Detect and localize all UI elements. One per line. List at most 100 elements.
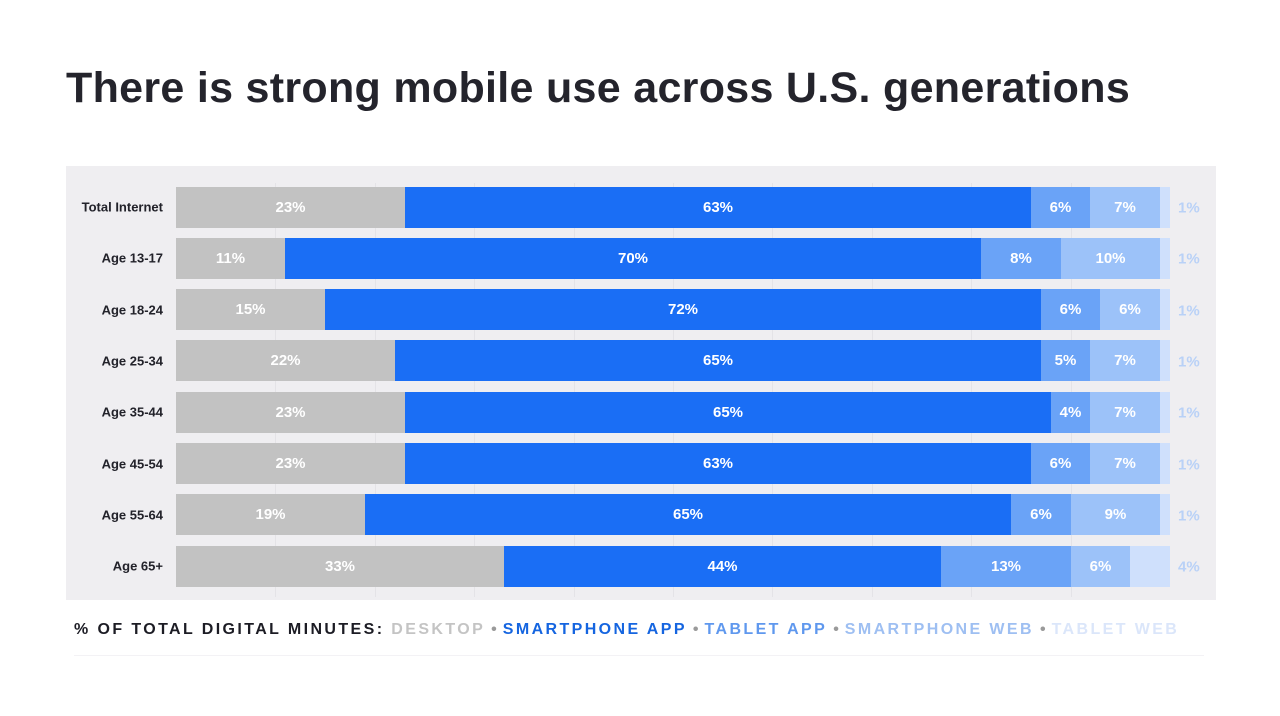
- data-label: 65%: [712, 404, 744, 421]
- data-label: 19%: [255, 506, 286, 523]
- bar-segment-smartphone-app: 63%: [405, 187, 1031, 228]
- legend-divider: [74, 655, 1204, 656]
- bar-segment-tablet-app: 8%: [981, 238, 1061, 279]
- data-label: 7%: [1114, 352, 1136, 369]
- bar-segment-tablet-web: [1160, 289, 1170, 330]
- bar-segment-tablet-web: [1130, 546, 1170, 587]
- bar-segment-desktop: 33%: [176, 546, 504, 587]
- bar-segment-tablet-app: 6%: [1041, 289, 1100, 330]
- gridline: [474, 183, 475, 597]
- category-label: Age 13-17: [101, 250, 163, 266]
- data-label-tablet-web: 1%: [1178, 507, 1200, 525]
- data-label-tablet-web: 1%: [1178, 353, 1200, 371]
- data-label: 7%: [1114, 455, 1136, 472]
- bar-segment-tablet-app: 4%: [1051, 392, 1090, 433]
- gridline: [872, 183, 873, 597]
- bar-segment-smartphone-web: 7%: [1090, 443, 1160, 484]
- legend-items: DESKTOP • SMARTPHONE APP • TABLET APP • SMARTP…: [391, 621, 1179, 638]
- data-label-tablet-web: 1%: [1178, 456, 1200, 473]
- bar-segment-smartphone-app: 44%: [504, 546, 941, 587]
- category-label: Age 55-64: [101, 507, 163, 523]
- category-label: Age 25-34: [101, 353, 163, 369]
- legend-item: TABLET APP: [704, 621, 828, 638]
- data-label: 6%: [1049, 199, 1072, 216]
- bar-segment-smartphone-app: 65%: [365, 494, 1011, 535]
- category-label: Age 45-54: [101, 456, 163, 471]
- data-label: 6%: [1089, 558, 1112, 575]
- bar-segment-smartphone-web: 6%: [1100, 289, 1160, 330]
- data-label: 65%: [702, 352, 734, 369]
- data-label: 4%: [1059, 404, 1082, 421]
- bar-segment-smartphone-app: 65%: [405, 392, 1051, 433]
- data-label: 22%: [270, 352, 301, 369]
- data-label: 13%: [990, 558, 1022, 575]
- bar-segment-desktop: 23%: [176, 187, 405, 228]
- page-title: There is strong mobile use across U.S. g…: [66, 64, 1131, 112]
- data-label: 72%: [667, 301, 699, 318]
- bar-segment-tablet-app: 13%: [941, 546, 1071, 587]
- data-label: 10%: [1095, 250, 1126, 267]
- gridline: [574, 183, 575, 597]
- bar-segment-tablet-web: [1160, 443, 1170, 484]
- data-label: 6%: [1059, 301, 1082, 318]
- data-label: 7%: [1114, 199, 1136, 216]
- data-label: 23%: [275, 455, 306, 472]
- legend-item: TABLET WEB: [1051, 621, 1180, 638]
- data-label: 70%: [617, 250, 649, 267]
- bar-segment-tablet-app: 5%: [1041, 340, 1090, 381]
- data-label: 5%: [1054, 352, 1077, 369]
- data-label: 8%: [1010, 250, 1032, 267]
- data-label: 7%: [1114, 404, 1136, 421]
- data-label: 63%: [702, 455, 734, 472]
- bar-segment-smartphone-app: 65%: [395, 340, 1041, 381]
- legend: % OF TOTAL DIGITAL MINUTES: DESKTOP • SMAR…: [74, 621, 1179, 639]
- bar-segment-desktop: 19%: [176, 494, 365, 535]
- gridline: [971, 183, 972, 597]
- bar-segment-smartphone-web: 7%: [1090, 340, 1160, 381]
- gridline: [1071, 183, 1072, 597]
- data-label: 9%: [1104, 506, 1127, 523]
- data-label: 23%: [275, 199, 306, 216]
- category-label: Age 18-24: [101, 302, 163, 318]
- bar-segment-desktop: 23%: [176, 392, 405, 433]
- bar-segment-desktop: 15%: [176, 289, 325, 330]
- bar-segment-tablet-web: [1160, 187, 1170, 228]
- data-label-tablet-web: 1%: [1178, 404, 1200, 422]
- data-label: 33%: [324, 558, 356, 575]
- gridline: [673, 183, 674, 597]
- bar-segment-tablet-web: [1160, 340, 1170, 381]
- category-label: Age 35-44: [101, 404, 163, 420]
- legend-separator: •: [1039, 621, 1046, 638]
- legend-separator: •: [692, 621, 699, 638]
- bar-segment-tablet-app: 6%: [1031, 443, 1090, 484]
- gridline: [275, 183, 276, 597]
- data-label-tablet-web: 1%: [1178, 250, 1200, 268]
- bar-segment-smartphone-web: 10%: [1061, 238, 1160, 279]
- data-label: 44%: [707, 558, 738, 575]
- data-label: 65%: [672, 506, 704, 523]
- category-label: Age 65+: [112, 558, 163, 574]
- bar-segment-tablet-app: 6%: [1031, 187, 1090, 228]
- data-label: 6%: [1119, 301, 1141, 318]
- data-label: 6%: [1049, 455, 1072, 472]
- bar-segment-desktop: 23%: [176, 443, 405, 484]
- data-label: 6%: [1030, 506, 1052, 523]
- bar-segment-smartphone-web: 9%: [1071, 494, 1160, 535]
- bar-segment-smartphone-app: 63%: [405, 443, 1031, 484]
- data-label-tablet-web: 1%: [1178, 302, 1200, 320]
- legend-prefix: % OF TOTAL DIGITAL MINUTES:: [74, 621, 385, 638]
- legend-item: SMARTPHONE WEB: [844, 621, 1034, 638]
- bar-segment-smartphone-web: 7%: [1090, 187, 1160, 228]
- bar-segment-smartphone-web: 6%: [1071, 546, 1130, 587]
- gridline: [772, 183, 773, 597]
- legend-separator: •: [491, 621, 497, 638]
- legend-separator: •: [833, 621, 839, 638]
- bar-segment-smartphone-app: 70%: [285, 238, 981, 279]
- gridline: [375, 183, 376, 597]
- bar-segment-smartphone-app: 72%: [325, 289, 1041, 330]
- legend-item: SMARTPHONE APP: [502, 621, 687, 638]
- data-label-tablet-web: 4%: [1178, 558, 1200, 576]
- data-label: 63%: [702, 199, 734, 216]
- category-label: Total Internet: [81, 199, 163, 215]
- data-label: 15%: [235, 301, 266, 318]
